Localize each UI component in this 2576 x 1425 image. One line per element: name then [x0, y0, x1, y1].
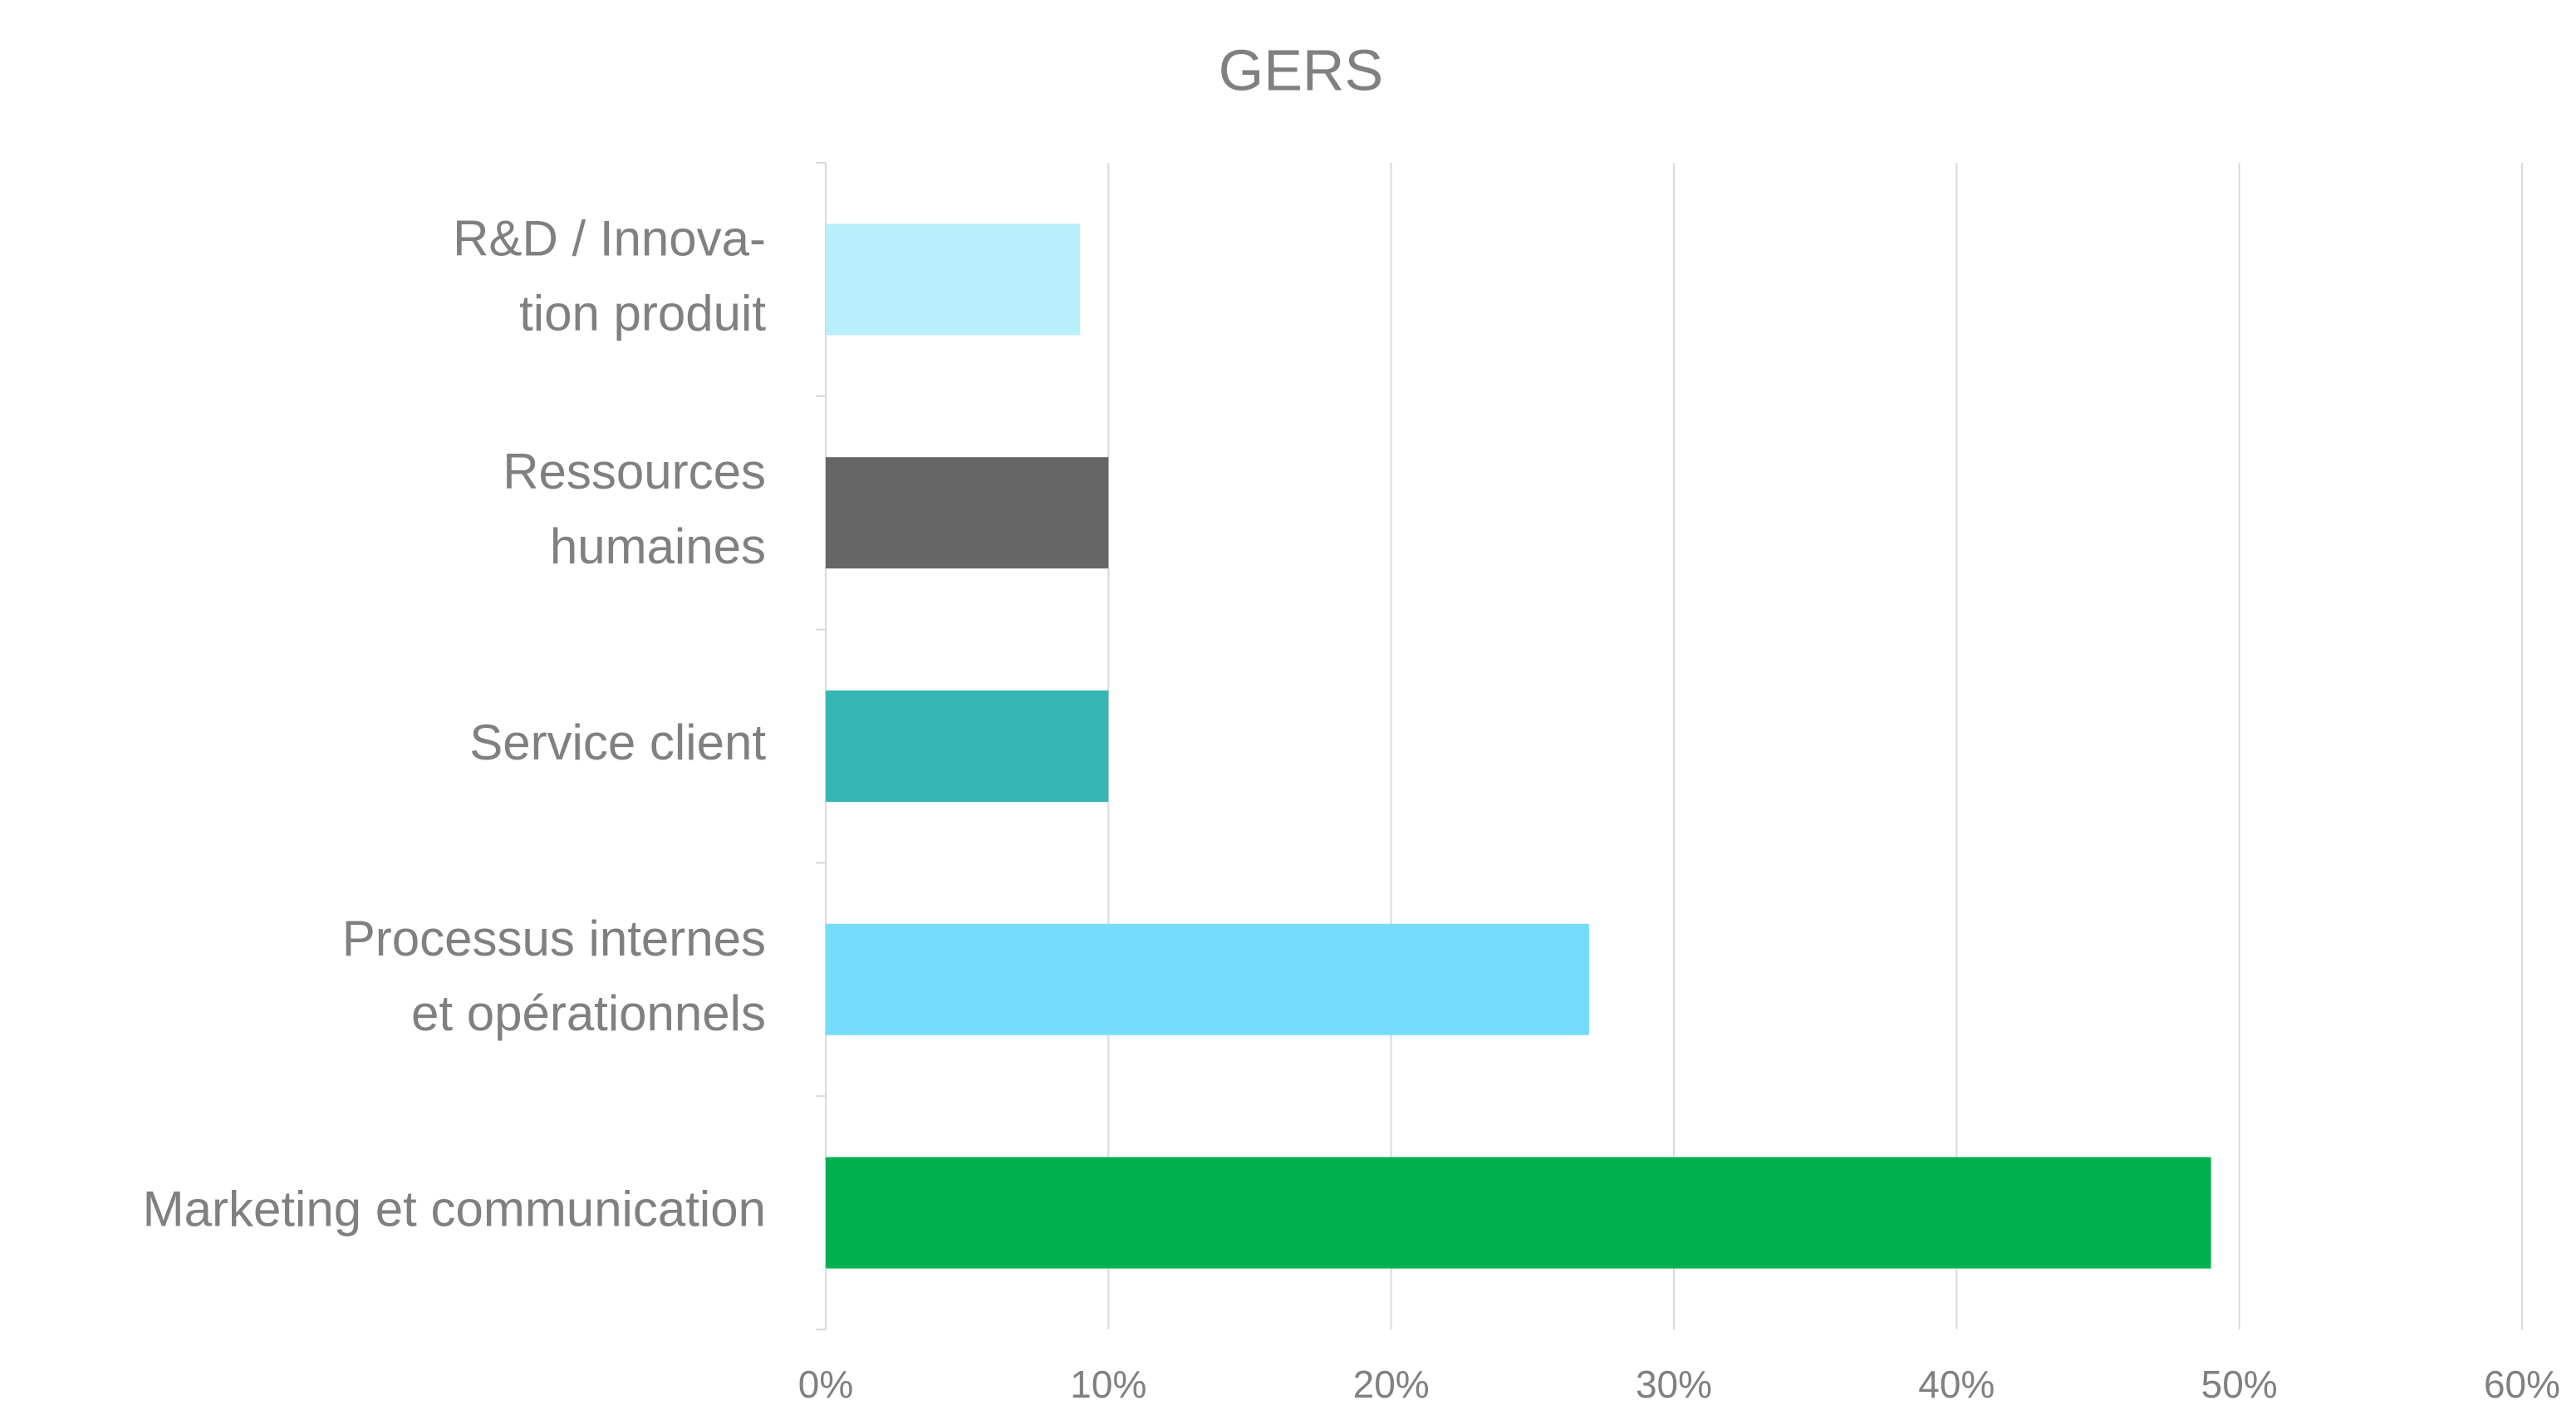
y-tick-label: R&D / Innova-tion produit: [453, 210, 766, 341]
bar: [826, 690, 1109, 802]
bar: [826, 457, 1109, 569]
x-tick-label: 50%: [2201, 1363, 2278, 1406]
x-tick-label: 60%: [2484, 1363, 2560, 1406]
y-tick-label: Processus internes et opérationnels: [342, 911, 766, 1041]
x-tick-label: 10%: [1070, 1363, 1146, 1406]
bar: [826, 1157, 2211, 1269]
bar: [826, 923, 1589, 1035]
bar: [826, 224, 1081, 336]
x-tick-label: 40%: [1918, 1363, 1995, 1406]
x-tick-label: 0%: [798, 1363, 853, 1406]
y-tick-label: Marketing et communication: [143, 1181, 766, 1236]
x-tick-label: 20%: [1353, 1363, 1430, 1406]
y-tick-label: Ressources humaines: [503, 444, 766, 574]
chart-title: GERS: [1219, 37, 1383, 102]
y-tick-label: Service client: [469, 715, 766, 770]
x-tick-label: 30%: [1636, 1363, 1712, 1406]
